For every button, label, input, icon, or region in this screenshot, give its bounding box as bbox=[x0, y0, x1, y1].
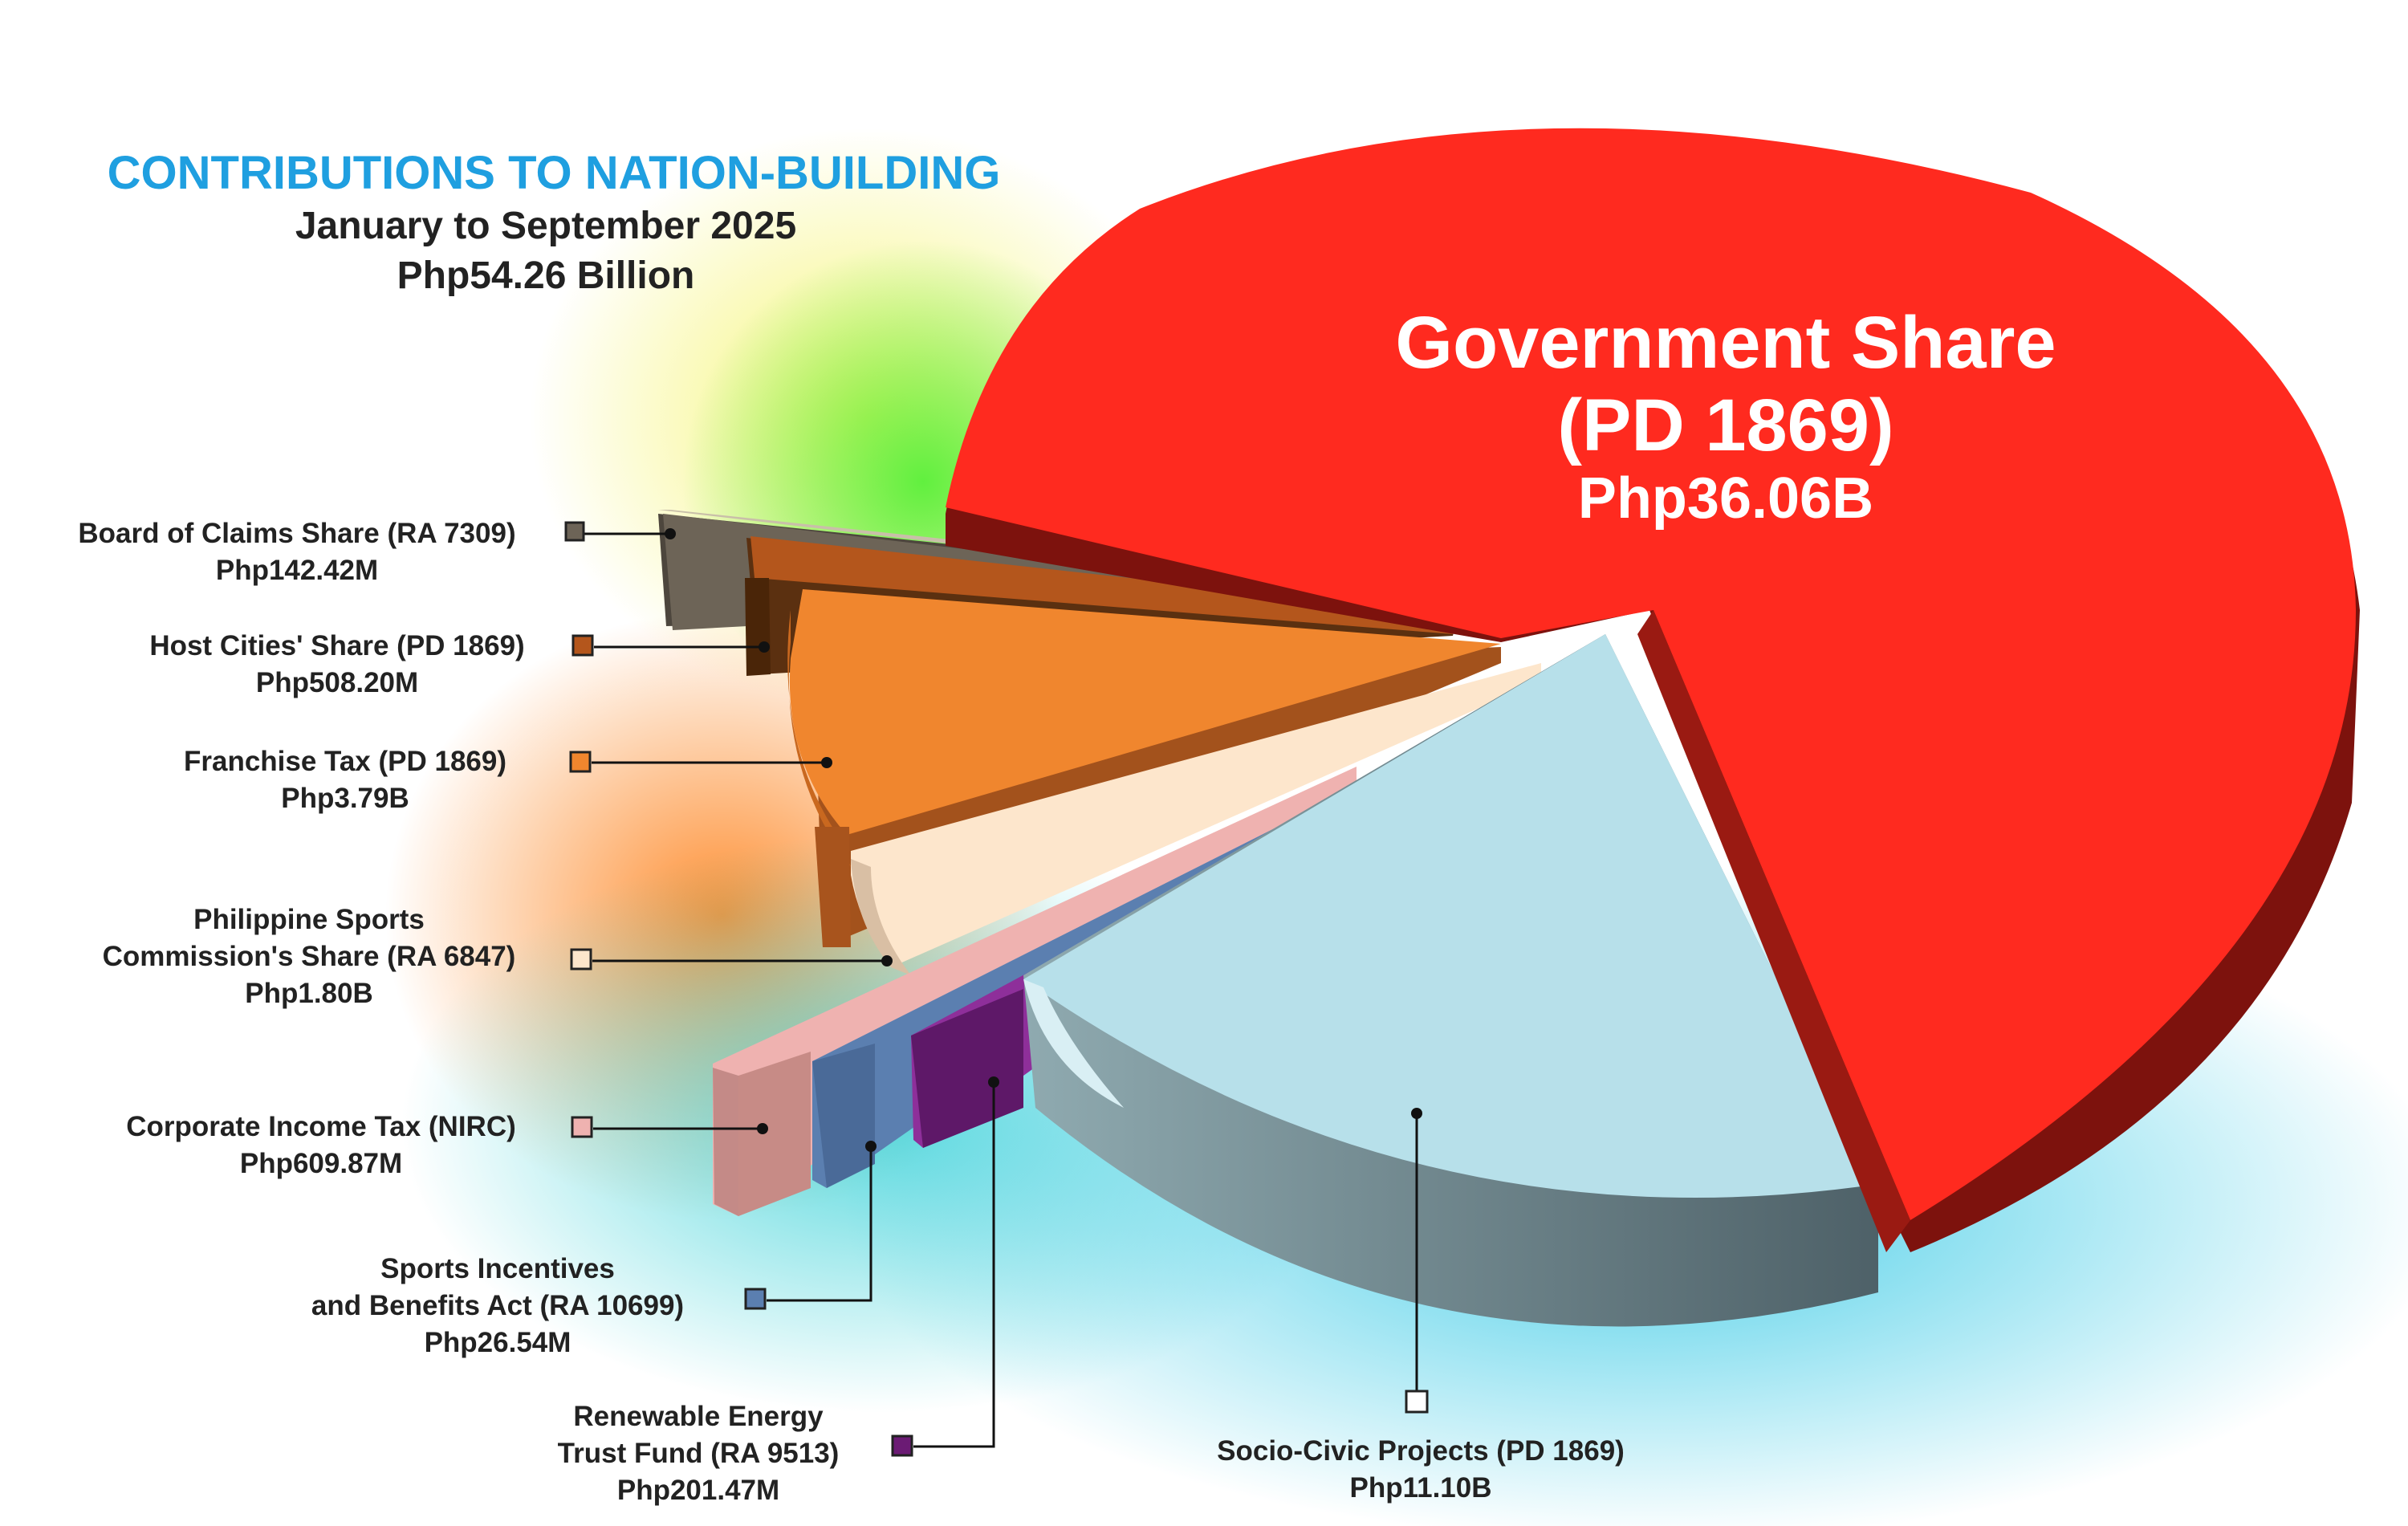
cit-value: Php609.87M bbox=[239, 1148, 403, 1179]
government-share-name: Government Share bbox=[1395, 302, 2056, 384]
psc-value: Php1.80B bbox=[245, 978, 373, 1009]
leader-lines bbox=[578, 532, 1418, 1448]
label-cit: Corporate Income Tax (NIRC) Php609.87M bbox=[80, 1109, 562, 1182]
dot-psc bbox=[881, 955, 893, 966]
chart-subtitle: January to September 2025 bbox=[295, 205, 797, 247]
dot-franchise-tax bbox=[821, 757, 832, 768]
dot-host-cities bbox=[759, 641, 770, 653]
psc-name-line2: Commission's Share (RA 6847) bbox=[102, 941, 516, 972]
dot-sports-incentives bbox=[865, 1141, 877, 1152]
legend-swatches bbox=[564, 521, 1429, 1457]
swatch-board-of-claims bbox=[564, 521, 585, 542]
chart-title: CONTRIBUTIONS TO NATION-BUILDING bbox=[107, 147, 1001, 199]
swatch-sports-incentives bbox=[744, 1288, 767, 1310]
renewable-energy-name-line2: Trust Fund (RA 9513) bbox=[557, 1438, 840, 1469]
swatch-renewable-energy bbox=[891, 1434, 913, 1457]
renewable-energy-value: Php201.47M bbox=[616, 1475, 780, 1506]
slice-socio-civic bbox=[1023, 634, 1878, 1327]
sports-incentives-name-line2: and Benefits Act (RA 10699) bbox=[311, 1290, 685, 1321]
franchise-tax-value: Php3.79B bbox=[281, 783, 409, 814]
dot-socio-civic bbox=[1411, 1108, 1422, 1119]
dot-renewable-energy bbox=[988, 1076, 999, 1088]
label-psc: Philippine Sports Commission's Share (RA… bbox=[56, 901, 562, 1012]
franchise-tax-name: Franchise Tax (PD 1869) bbox=[183, 746, 507, 777]
swatch-franchise-tax bbox=[569, 751, 592, 773]
swatch-cit bbox=[571, 1116, 593, 1138]
board-of-claims-name: Board of Claims Share (RA 7309) bbox=[78, 518, 516, 549]
psc-name-line1: Philippine Sports bbox=[193, 904, 425, 935]
swatch-psc bbox=[570, 948, 592, 971]
dot-cit bbox=[757, 1123, 768, 1134]
dot-board-of-claims bbox=[665, 528, 676, 539]
leader-dots bbox=[665, 528, 1422, 1152]
label-sports-incentives: Sports Incentives and Benefits Act (RA 1… bbox=[265, 1251, 730, 1361]
renewable-energy-name-line1: Renewable Energy bbox=[573, 1401, 824, 1432]
host-cities-name: Host Cities' Share (PD 1869) bbox=[149, 630, 525, 661]
host-cities-value: Php508.20M bbox=[255, 667, 419, 698]
swatch-socio-civic bbox=[1405, 1390, 1429, 1414]
sports-incentives-name-line1: Sports Incentives bbox=[380, 1253, 615, 1284]
government-share-law: (PD 1869) bbox=[1557, 385, 1894, 466]
government-share-value: Php36.06B bbox=[1577, 466, 1874, 531]
label-host-cities: Host Cities' Share (PD 1869) Php508.20M bbox=[112, 628, 562, 702]
label-franchise-tax: Franchise Tax (PD 1869) Php3.79B bbox=[136, 743, 554, 817]
leader-renewable-energy bbox=[913, 1082, 995, 1448]
slice-government-share bbox=[946, 128, 2360, 1253]
socio-civic-value: Php11.10B bbox=[1349, 1472, 1492, 1504]
label-socio-civic: Socio-Civic Projects (PD 1869) Php11.10B bbox=[1140, 1433, 1702, 1507]
slice-psc bbox=[851, 663, 1541, 975]
board-of-claims-value: Php142.42M bbox=[215, 555, 379, 586]
swatch-host-cities bbox=[571, 634, 594, 657]
label-board-of-claims: Board of Claims Share (RA 7309) Php142.4… bbox=[32, 515, 562, 589]
socio-civic-name: Socio-Civic Projects (PD 1869) bbox=[1217, 1435, 1625, 1467]
sports-incentives-value: Php26.54M bbox=[424, 1327, 571, 1358]
leader-sports-incentives bbox=[767, 1146, 872, 1302]
cit-name: Corporate Income Tax (NIRC) bbox=[126, 1111, 516, 1142]
chart-total: Php54.26 Billion bbox=[397, 254, 695, 297]
label-renewable-energy: Renewable Energy Trust Fund (RA 9513) Ph… bbox=[498, 1398, 899, 1509]
